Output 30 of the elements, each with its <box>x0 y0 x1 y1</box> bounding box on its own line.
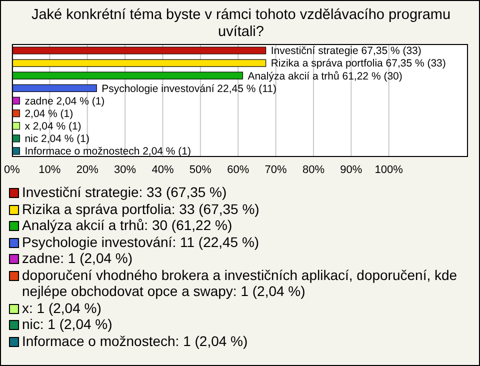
data-label: zadne 2,04 % (1) <box>24 95 105 108</box>
data-label: Informace o možnostech 2,04 % (1) <box>24 146 192 158</box>
legend-label: nic: 1 (2,04 %) <box>22 316 112 332</box>
data-label: Analýza akcií a trhů 61,22 % (30) <box>248 70 402 82</box>
legend-label: Investiční strategie: 33 (67,35 %) <box>22 184 227 200</box>
legend-label: Psychologie investování: 11 (22,45 %) <box>22 234 260 250</box>
x-tick-label: 30% <box>114 164 136 176</box>
x-tick-label: 60% <box>227 164 250 176</box>
x-tick-label: 40% <box>152 164 174 176</box>
x-tick-label: 50% <box>189 164 212 176</box>
data-label: nic 2,04 % (1) <box>24 133 90 146</box>
x-tick-label: 20% <box>76 164 99 176</box>
legend-label: Rizika a správa portfolia: 33 (67,35 %) <box>22 200 260 217</box>
legend-label: doporučení vhodného brokera a investičních aplikací, doporučení, kde nejlépe obchodovat opce a swapy: 1 (2,04 %) <box>22 266 458 300</box>
data-label: Rizika a správa portfolia 67,35 % (33) <box>270 58 446 70</box>
data-label: Psychologie investování 22,45 % (11) <box>102 82 277 95</box>
x-tick-label: 10% <box>38 164 61 176</box>
x-tick-label: 80% <box>302 164 325 176</box>
chart-title: Jaké konkrétní téma byste v rámci tohoto vzdělávacího programu uvítali? <box>30 7 452 41</box>
legend-label: Informace o možnostech: 1 (2,04 %) <box>22 332 248 349</box>
x-tick-label: 90% <box>340 164 362 176</box>
x-tick-label: 100% <box>374 164 404 176</box>
x-tick-label: 70% <box>264 164 288 176</box>
data-label: x 2,04 % (1) <box>24 120 82 133</box>
x-tick-label: 0% <box>4 164 20 176</box>
legend-label: Analýza akcií a trhů: 30 (61,22 %) <box>22 217 232 234</box>
data-label: Investiční strategie 67,35 % (33) <box>270 45 422 58</box>
legend-label: x: 1 (2,04 %) <box>22 300 102 316</box>
legend-label: zadne: 1 (2,04 %) <box>22 250 133 266</box>
data-label: 2,04 % (1) <box>24 108 74 120</box>
